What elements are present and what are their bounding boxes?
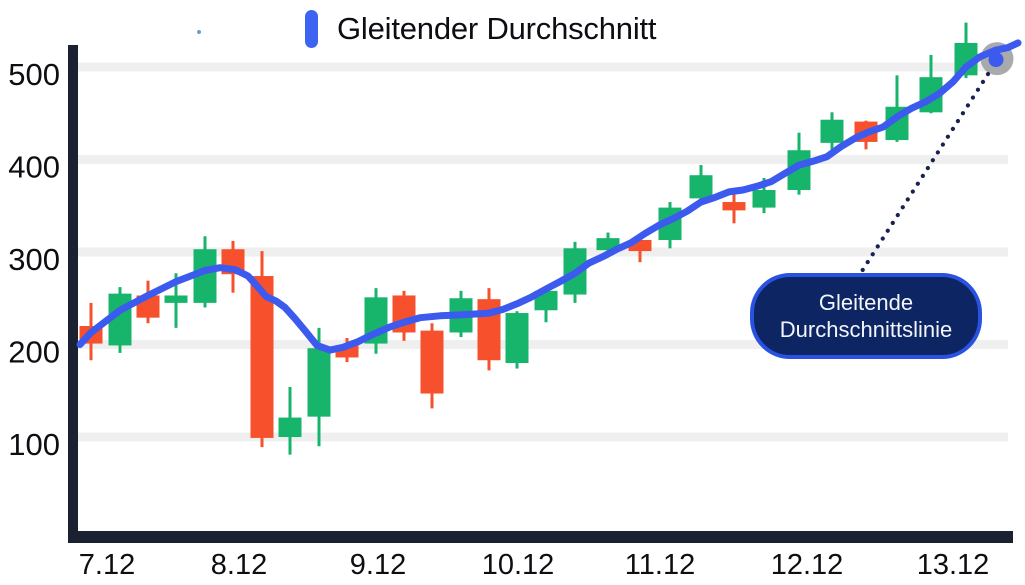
legend-line-swatch <box>305 10 318 48</box>
candle-body-20 <box>628 239 652 252</box>
candle-body-5 <box>193 249 217 303</box>
candle-body-8 <box>278 417 302 437</box>
candle-body-30 <box>954 42 978 76</box>
y-tick-label-300: 300 <box>8 242 60 277</box>
candle-body-22 <box>689 175 713 199</box>
ma-callout-line2: Durchschnittslinie <box>779 317 953 342</box>
candle-body-23 <box>722 202 746 211</box>
candle-body-4 <box>164 295 188 303</box>
candle-body-24 <box>752 190 776 208</box>
y-tick-label-200: 200 <box>8 335 60 370</box>
legend: Gleitender Durchschnitt <box>305 10 657 48</box>
ma-callout-line1: Gleitende <box>818 290 914 315</box>
x-tick-label-10.12: 10.12 <box>482 549 555 581</box>
y-tick-label-500: 500 <box>8 57 60 92</box>
y-tick-label-100: 100 <box>8 427 60 462</box>
x-axis <box>68 531 1013 543</box>
moving-average-line <box>76 39 1022 354</box>
stray-pixel-dot <box>197 30 201 34</box>
candle-body-16 <box>505 313 529 363</box>
candle-body-26 <box>820 119 844 143</box>
y-axis <box>68 45 78 543</box>
ma-callout-bubble: Gleitende Durchschnittslinie <box>750 273 982 359</box>
gridline-100 <box>78 432 1008 442</box>
gridline-500 <box>78 62 1008 72</box>
candle-body-9 <box>307 348 331 417</box>
gridline-200 <box>78 340 1008 349</box>
x-tick-label-9.12: 9.12 <box>350 549 406 581</box>
x-tick-label-11.12: 11.12 <box>625 549 695 581</box>
gridline-300 <box>78 247 1008 257</box>
candle-body-7 <box>250 276 274 438</box>
ma-endpoint-dot <box>988 52 1004 68</box>
x-tick-label-12.12: 12.12 <box>771 549 844 581</box>
gridline-400 <box>78 155 1008 164</box>
x-tick-label-13.12: 13.12 <box>917 549 990 581</box>
annotation-dotted-line <box>859 71 991 274</box>
x-tick-label-8.12: 8.12 <box>211 549 267 581</box>
x-tick-label-7.12: 7.12 <box>79 549 135 581</box>
y-tick-label-400: 400 <box>8 150 60 185</box>
candle-body-13 <box>420 330 444 394</box>
chart-title: Gleitender Durchschnitt <box>337 11 657 46</box>
